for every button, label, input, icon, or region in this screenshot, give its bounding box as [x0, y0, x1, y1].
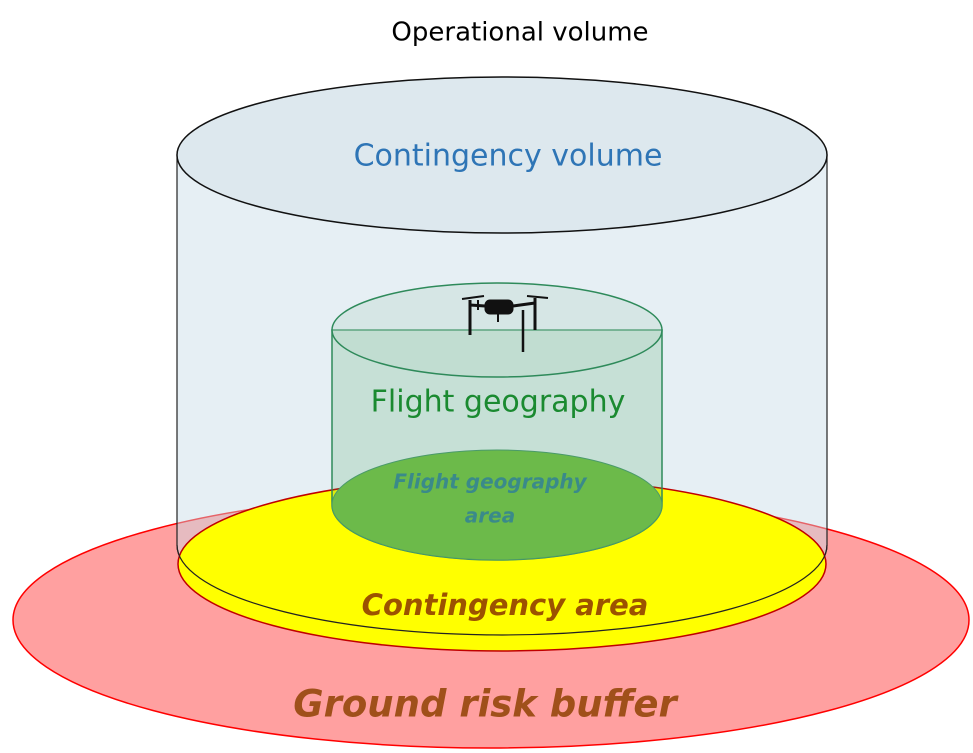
flight-geography-area-label: Flight geography — [393, 470, 587, 494]
flight-geography-top — [332, 283, 662, 377]
title: Operational volume — [391, 18, 648, 48]
diagram: Operational volume Contingency volume Fl… — [0, 0, 973, 753]
flight-geography-area-label: area — [465, 504, 515, 528]
ground-risk-buffer-label: Ground risk buffer — [293, 683, 679, 726]
contingency-area-label: Contingency area — [362, 588, 649, 622]
flight-geography-label: Flight geography — [371, 385, 626, 420]
contingency-volume-label: Contingency volume — [354, 139, 663, 174]
